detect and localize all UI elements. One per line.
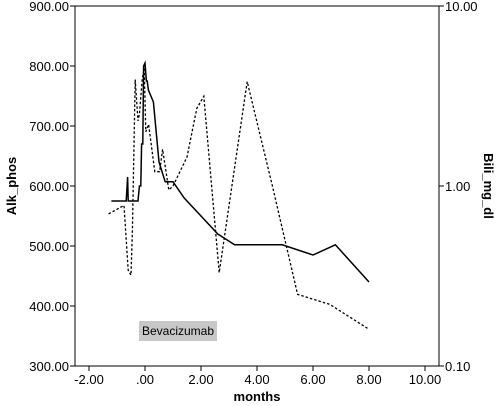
- x-tick-label: 8.00: [356, 372, 381, 387]
- series-line-alk-phos: [111, 60, 370, 283]
- tick-group: -2.00 .00 2.00 4.00 6.00 8.00 10.00 300.00 400.0…: [29, 0, 477, 387]
- y-left-tick-label: 700.00: [29, 119, 69, 134]
- y-left-tick-label: 500.00: [29, 239, 69, 254]
- y-left-tick-label: 300.00: [29, 359, 69, 374]
- annotation-box: [139, 321, 217, 341]
- x-tick-label: 10.00: [409, 372, 442, 387]
- x-tick-label: 2.00: [188, 372, 213, 387]
- y-right-tick-label: 1.00: [445, 179, 470, 194]
- annotation-label: Bevacizumab: [142, 324, 214, 338]
- series-group: [108, 60, 370, 330]
- series-line-bili: [108, 68, 370, 330]
- x-axis-title: months: [234, 389, 281, 404]
- y-left-tick-label: 600.00: [29, 179, 69, 194]
- x-tick-label: 4.00: [244, 372, 269, 387]
- plot-frame: [74, 5, 440, 367]
- x-tick-label: .00: [136, 372, 154, 387]
- x-tick-label: 6.00: [300, 372, 325, 387]
- x-tick-label: -2.00: [74, 372, 104, 387]
- y-right-axis-title: Bili_mg_dl: [481, 153, 496, 219]
- y-right-tick-label: 10.00: [445, 0, 478, 14]
- y-left-axis-title: Alk_phos: [4, 157, 19, 216]
- y-left-tick-label: 800.00: [29, 59, 69, 74]
- y-left-tick-label: 900.00: [29, 0, 69, 14]
- y-left-tick-label: 400.00: [29, 299, 69, 314]
- y-right-tick-label: 0.10: [445, 359, 470, 374]
